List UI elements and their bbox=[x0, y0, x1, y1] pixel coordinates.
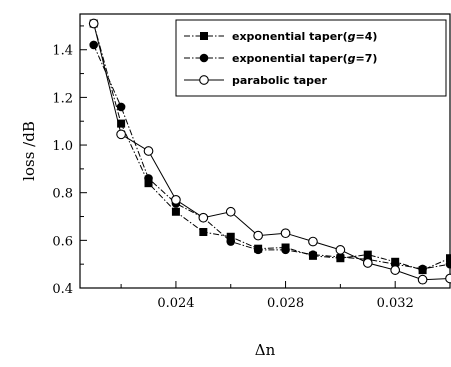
series-marker-square bbox=[200, 32, 208, 40]
legend: exponential taper(g=4) exponential taper(… bbox=[175, 19, 447, 97]
x-tick-label: 0.024 bbox=[157, 296, 194, 311]
series-marker-circle bbox=[308, 250, 318, 259]
series-marker-circle bbox=[281, 245, 290, 255]
series-marker-circle bbox=[199, 53, 209, 63]
legend-label: exponential taper(g=7) bbox=[232, 52, 377, 65]
series-marker-square bbox=[446, 254, 451, 263]
series-marker-square bbox=[117, 119, 126, 128]
y-tick-label: 0.8 bbox=[52, 187, 73, 202]
series-marker-open-circle bbox=[116, 129, 126, 140]
series-marker-open-circle bbox=[417, 274, 428, 285]
series-layer bbox=[88, 18, 451, 285]
series-marker-circle bbox=[226, 237, 236, 246]
series-marker-circle bbox=[116, 102, 126, 112]
x-tick-label: 0.028 bbox=[267, 296, 304, 311]
series-marker-open-circle bbox=[280, 228, 291, 239]
legend-label: exponential taper(g=4) bbox=[232, 30, 377, 43]
plot-frame bbox=[79, 13, 451, 289]
series-line bbox=[93, 44, 451, 270]
series-marker-circle bbox=[253, 245, 263, 255]
series-marker-circle bbox=[445, 259, 451, 269]
y-tick-label: 0.4 bbox=[52, 282, 73, 297]
y-tick-label: 1.4 bbox=[52, 44, 73, 59]
series-line bbox=[93, 23, 451, 271]
x-tick-label: 0.032 bbox=[377, 296, 414, 311]
series-marker-open-circle bbox=[445, 273, 451, 284]
series-marker-circle bbox=[144, 174, 153, 183]
series-marker-open-circle bbox=[199, 75, 209, 85]
series-marker-square bbox=[144, 179, 153, 188]
series-marker-circle bbox=[336, 252, 345, 262]
series-marker-open-circle bbox=[225, 206, 236, 217]
y-tick-label: 1.0 bbox=[52, 139, 73, 154]
legend-entry: exponential taper(g=4) bbox=[184, 30, 377, 43]
series-marker-open-circle bbox=[171, 194, 181, 205]
series-marker-open-circle bbox=[143, 146, 154, 156]
series-marker-open-circle bbox=[253, 230, 263, 241]
series-marker-open-circle bbox=[198, 212, 209, 223]
series-marker-square bbox=[171, 207, 180, 216]
x-axis-label: Δn bbox=[255, 341, 276, 359]
y-axis-ticks: 0.4 0.6 0.8 1.0 1.2 1.4 bbox=[52, 25, 87, 297]
legend-entry: parabolic taper bbox=[184, 74, 327, 87]
series-marker-circle bbox=[89, 40, 99, 50]
series-marker-open-circle bbox=[390, 265, 401, 275]
y-axis-label: loss /dB bbox=[20, 121, 38, 181]
series-marker-square bbox=[226, 232, 235, 241]
series-marker-open-circle bbox=[308, 236, 318, 247]
legend-entry: exponential taper(g=7) bbox=[184, 52, 377, 65]
y-tick-label: 0.6 bbox=[52, 234, 73, 249]
series-marker-circle bbox=[418, 264, 427, 274]
legend-label: parabolic taper bbox=[232, 74, 327, 87]
series-marker-square bbox=[363, 250, 372, 259]
y-tick-label: 1.2 bbox=[52, 91, 73, 106]
series-marker-open-circle bbox=[335, 245, 346, 255]
series-3 bbox=[88, 18, 451, 285]
x-axis-ticks: 0.024 0.028 0.032 bbox=[120, 281, 451, 311]
legend-entries: exponential taper(g=4) exponential taper(… bbox=[184, 30, 377, 87]
series-marker-open-circle bbox=[88, 18, 99, 29]
series-marker-square bbox=[199, 228, 208, 237]
series-marker-open-circle bbox=[362, 258, 373, 268]
